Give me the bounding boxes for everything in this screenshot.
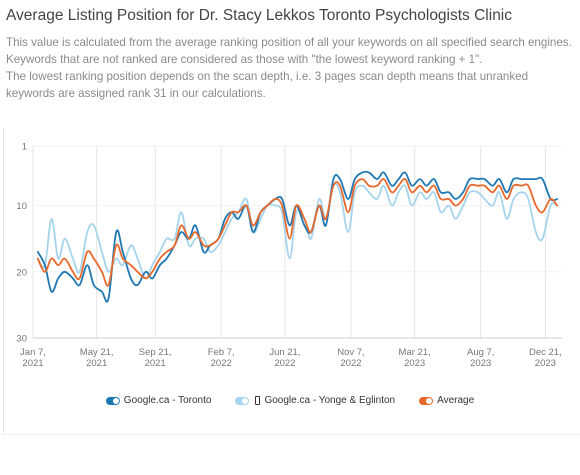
chart-description: This value is calculated from the averag… <box>6 34 572 102</box>
chart-title: Average Listing Position for Dr. Stacy L… <box>6 7 513 24</box>
y-tick-label: 20 <box>16 267 27 278</box>
y-tick-label: 10 <box>16 201 27 212</box>
x-tick-label-line: Sep 21, <box>139 347 172 358</box>
series-line-toronto <box>36 170 559 303</box>
x-tick-label-line: Dec 21, <box>529 347 562 358</box>
x-tick-label-line: 2022 <box>211 358 232 369</box>
x-tick-label-line: Feb 7, <box>208 347 235 358</box>
x-tick-label: Jan 7, 2021 <box>20 347 46 369</box>
x-tick-label: May 21, 2021 <box>80 347 114 369</box>
x-tick-label-line: 2022 <box>274 358 295 369</box>
x-tick-label-line: 2021 <box>22 358 43 369</box>
y-tick-label: 1 <box>22 142 27 153</box>
x-tick-label: Dec 21, 2023 <box>529 347 562 369</box>
toggle-icon <box>235 396 250 405</box>
x-tick-label-line: May 21, <box>80 347 114 358</box>
panel-bottom-border <box>0 434 580 435</box>
x-tick-label: Aug 7, 2023 <box>467 347 494 369</box>
x-tick-label: Mar 21, 2023 <box>399 347 431 369</box>
y-tick-label: 30 <box>16 334 27 345</box>
x-tick-label: Nov 7, 2022 <box>337 347 364 369</box>
legend-label-yonge-eglinton: Google.ca - Yonge & Eglinton <box>264 395 396 406</box>
x-tick-label-line: 2022 <box>340 358 361 369</box>
description-line-1: This value is calculated from the averag… <box>6 36 572 66</box>
x-tick-label-line: Jan 7, <box>20 347 46 358</box>
legend-item-average[interactable]: Average <box>419 395 474 406</box>
panel-border <box>3 128 4 434</box>
x-tick-label: Sep 21, 2021 <box>139 347 172 369</box>
x-tick-label: Feb 7, 2022 <box>208 347 235 369</box>
x-tick-label-line: 2023 <box>404 358 425 369</box>
x-tick-label-line: Aug 7, <box>467 347 494 358</box>
description-line-2: The lowest ranking position depends on t… <box>6 70 529 100</box>
legend-item-yonge-eglinton[interactable]: Google.ca - Yonge & Eglinton <box>235 395 395 406</box>
x-tick-label-line: 2021 <box>145 358 166 369</box>
x-tick-label-line: Jun 21, <box>269 347 300 358</box>
x-tick-label-line: 2021 <box>86 358 107 369</box>
series-line-yonge-eglinton <box>36 182 559 280</box>
chart-legend: Google.ca - Toronto Google.ca - Yonge & … <box>0 395 580 406</box>
phone-icon <box>255 396 261 405</box>
x-tick-label-line: 2023 <box>470 358 491 369</box>
x-tick-label: Jun 21, 2022 <box>269 347 300 369</box>
series-line-average <box>36 178 559 287</box>
legend-label-toronto: Google.ca - Toronto <box>123 395 212 406</box>
legend-label-average: Average <box>437 395 475 406</box>
toggle-icon <box>419 396 434 405</box>
x-tick-label-line: Nov 7, <box>337 347 364 358</box>
x-tick-label-line: Mar 21, <box>399 347 431 358</box>
x-tick-label-line: 2023 <box>535 358 556 369</box>
legend-item-toronto[interactable]: Google.ca - Toronto <box>105 395 212 406</box>
toggle-icon <box>105 396 120 405</box>
